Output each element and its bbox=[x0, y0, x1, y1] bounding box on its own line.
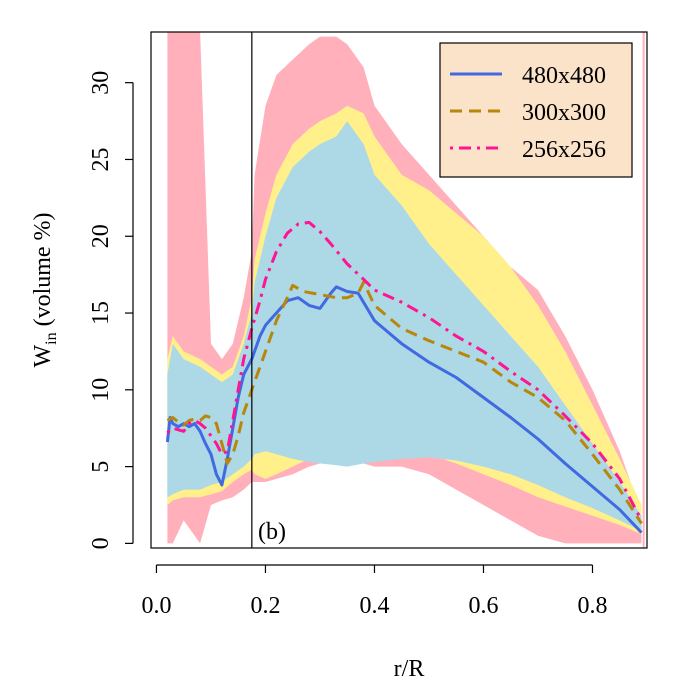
y-axis: 0 5 10 15 20 25 30 bbox=[88, 71, 134, 549]
x-tick-label: 0.6 bbox=[468, 593, 498, 619]
y-tick-label: 25 bbox=[88, 148, 114, 172]
y-axis-title-rest: (volume %) bbox=[30, 212, 56, 332]
x-tick-label: 0.8 bbox=[577, 593, 607, 619]
x-tick-label: 0.2 bbox=[250, 593, 280, 619]
plot-frame bbox=[150, 31, 648, 549]
legend: 480x480 300x300 256x256 bbox=[439, 42, 633, 178]
y-axis-title: Win (volume %) bbox=[30, 212, 60, 367]
series-line-480x480 bbox=[165, 285, 643, 534]
x-axis: 0.0 0.2 0.4 0.6 0.8 bbox=[141, 564, 607, 619]
x-tick-label: 0.4 bbox=[359, 593, 389, 619]
x-tick-label: 0.0 bbox=[141, 593, 171, 619]
panel-annotation: (b) bbox=[258, 519, 286, 545]
band-outer-edge bbox=[642, 32, 645, 548]
y-tick-label: 20 bbox=[88, 224, 114, 248]
y-tick-label: 5 bbox=[88, 461, 114, 473]
y-axis-title-main: W bbox=[30, 345, 56, 368]
y-tick-label: 30 bbox=[88, 71, 114, 95]
y-axis-title-sub: in bbox=[43, 332, 60, 344]
x-axis-title: r/R bbox=[394, 656, 425, 682]
legend-label-480x480: 480x480 bbox=[522, 63, 606, 89]
y-tick-label: 10 bbox=[88, 378, 114, 402]
svg-text:Win (volume %): Win (volume %) bbox=[30, 212, 60, 367]
legend-label-256x256: 256x256 bbox=[522, 137, 606, 163]
series-line-256x256 bbox=[166, 220, 643, 522]
y-tick-label: 0 bbox=[88, 537, 114, 549]
series-line-300x300 bbox=[166, 280, 643, 525]
y-tick-label: 15 bbox=[88, 301, 114, 325]
series-lines bbox=[165, 220, 643, 534]
legend-label-300x300: 300x300 bbox=[522, 100, 606, 126]
